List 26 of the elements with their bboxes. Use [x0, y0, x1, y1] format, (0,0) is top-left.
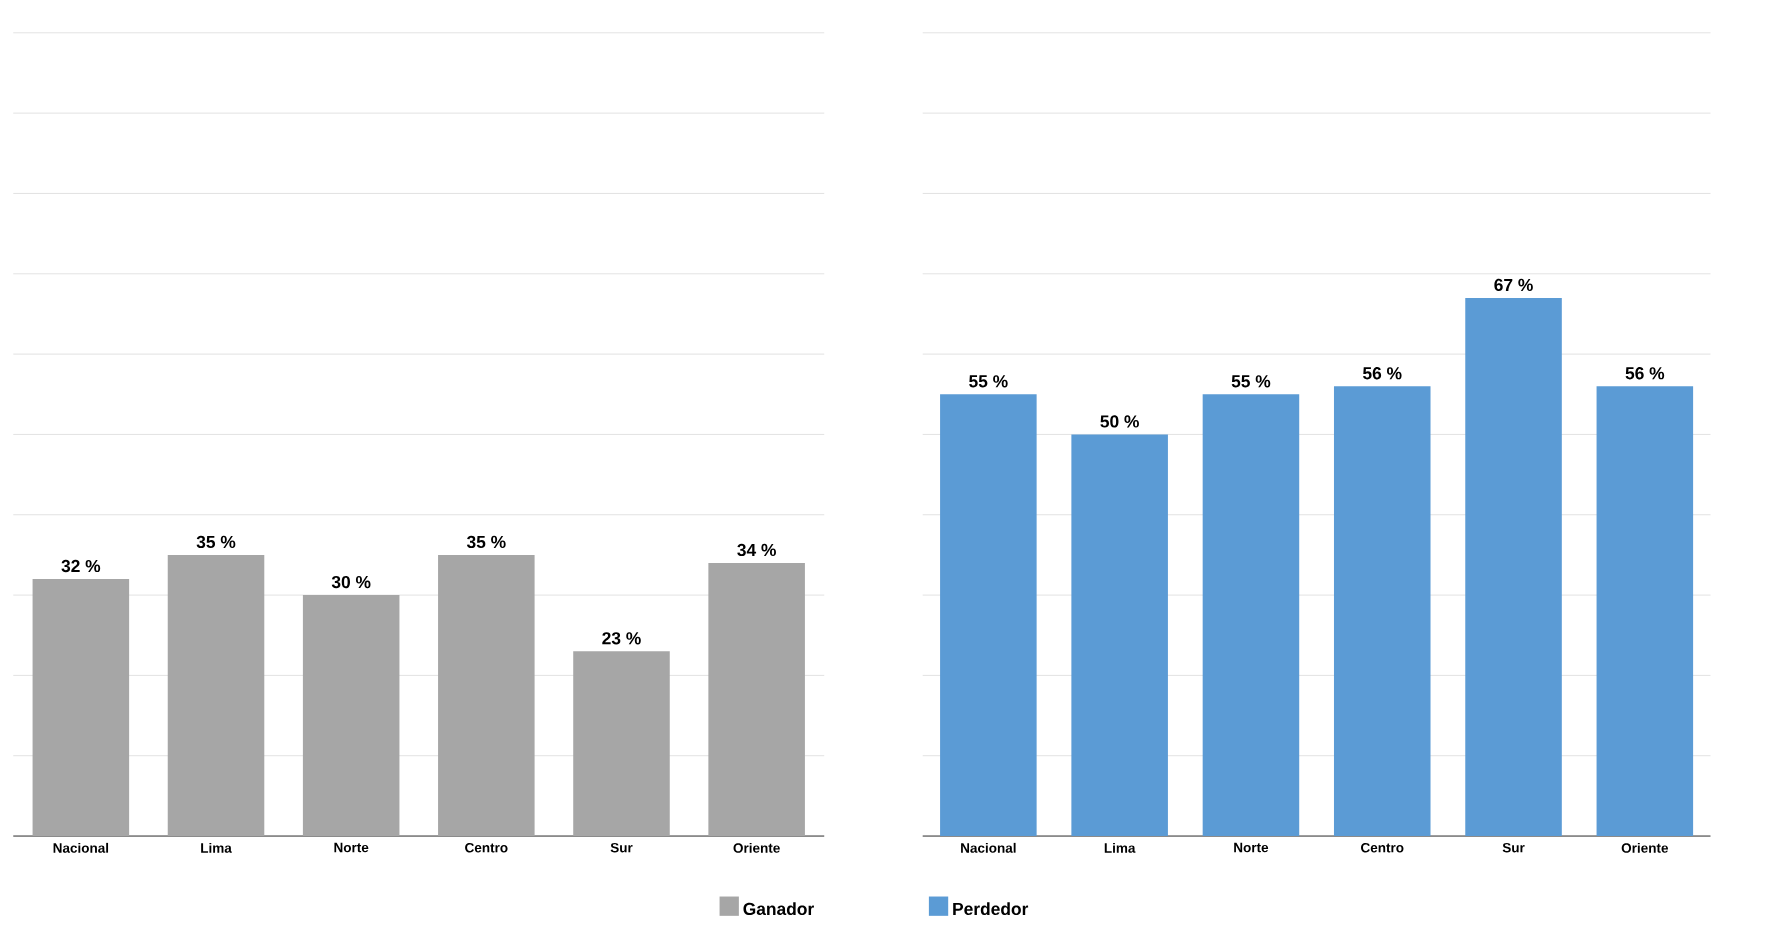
bar: [32, 578, 130, 836]
bar: [1596, 386, 1694, 836]
data-label: 56 %: [1625, 366, 1665, 380]
data-label: 23 %: [602, 631, 641, 645]
data-label: 35 %: [196, 535, 236, 548]
bar: [1465, 297, 1562, 836]
legend-label: Perdedor: [953, 902, 1029, 915]
bar: [1333, 386, 1431, 836]
legend-label: Ganador: [743, 902, 814, 915]
bar: [1071, 434, 1168, 836]
data-label: 50 %: [1100, 415, 1139, 428]
bar: [438, 554, 535, 836]
data-label: 67 %: [1494, 278, 1533, 291]
data-label: 56 %: [1362, 366, 1402, 380]
bar: [302, 594, 400, 836]
bar: [573, 651, 670, 836]
data-label: 32 %: [61, 559, 101, 573]
data-label: 34 %: [737, 543, 776, 556]
data-label: 35 %: [466, 535, 506, 548]
bar: [708, 562, 805, 836]
bar: [940, 394, 1037, 836]
data-label: 30 %: [331, 575, 371, 589]
data-label: 55 %: [969, 375, 1008, 388]
bar: [167, 554, 265, 836]
data-label: 55 %: [1231, 375, 1271, 388]
bar: [1202, 394, 1300, 836]
